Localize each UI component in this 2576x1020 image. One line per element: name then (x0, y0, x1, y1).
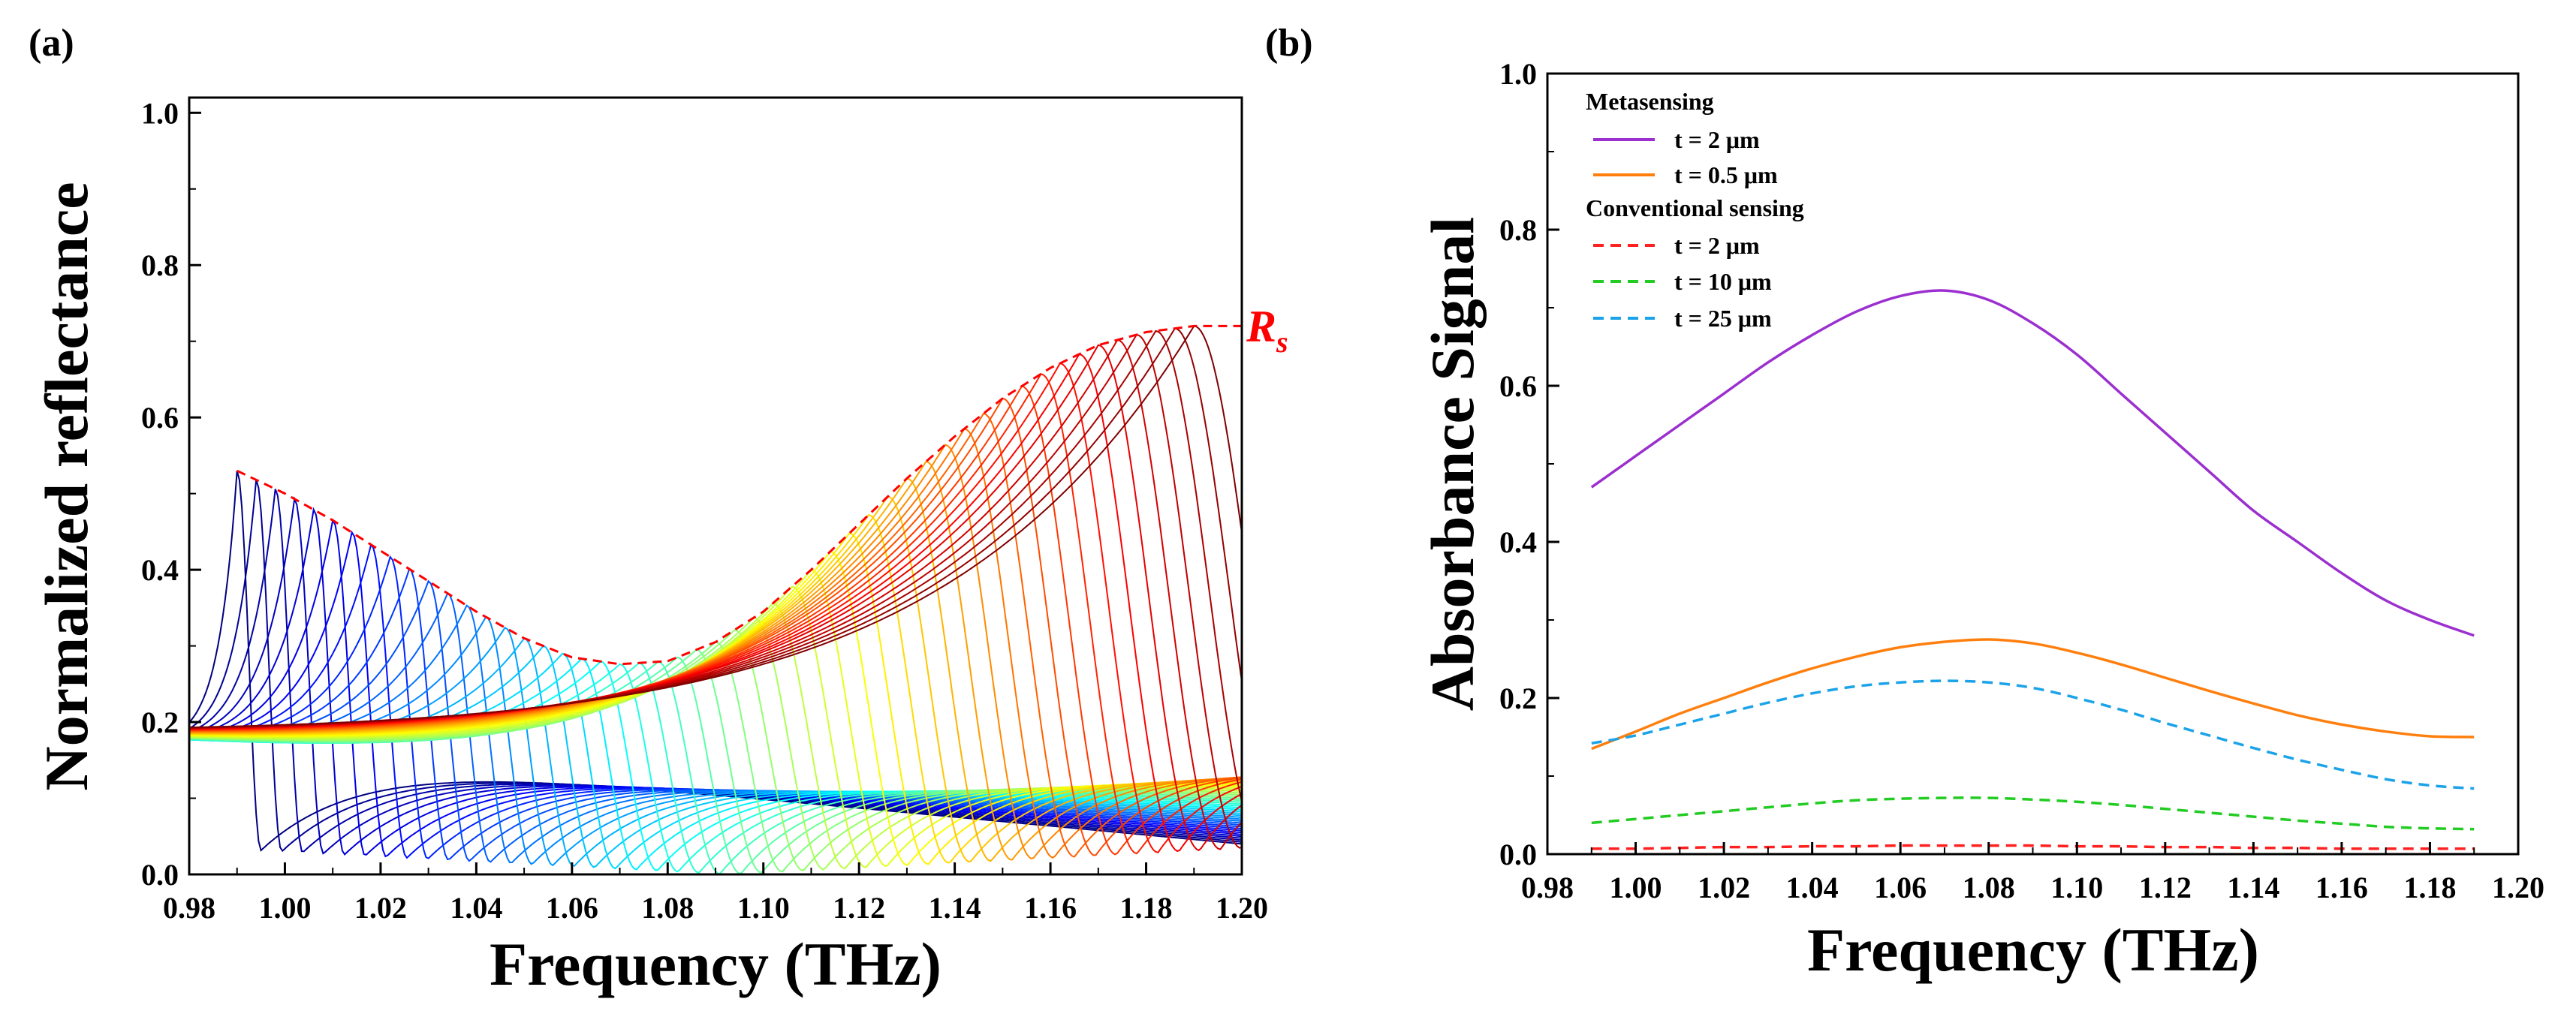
b-x-tick-label: 1.20 (2492, 871, 2544, 904)
a-y-tick-label: 0.2 (141, 706, 179, 739)
b-x-tick-label: 1.06 (1874, 871, 1927, 904)
b-x-tick-label: 1.14 (2227, 871, 2279, 904)
panel-a-label: (a) (29, 22, 74, 65)
a-resonance-curve (188, 604, 1243, 864)
a-y-tick-label: 0.6 (141, 401, 179, 435)
panel-b-label: (b) (1265, 22, 1313, 65)
b-series-conv-10um (1591, 796, 2475, 831)
a-y-axis-title: Normalized reflectance (32, 182, 101, 790)
a-x-tick-label: 1.04 (450, 891, 502, 925)
b-plot-frame (1546, 72, 2520, 856)
b-legend-label-conv-10um: t = 10 μm (1674, 268, 1772, 295)
a-y-tick-label: 1.0 (141, 96, 179, 130)
b-legend-group-conventional: Conventional sensing (1586, 194, 1804, 221)
a-plot-frame (188, 96, 1243, 876)
b-y-tick-label: 1.0 (1499, 57, 1537, 91)
a-x-tick-label: 1.14 (929, 891, 981, 925)
a-rs-annotation: Rs (1246, 302, 1288, 359)
a-resonance-curve (188, 373, 1243, 855)
a-axis-ticks: 0.98 1.00 1.02 1.04 1.06 1.08 1.10 1.12 1.14 1.16… (141, 96, 1268, 925)
b-series-conv-2um (1591, 844, 2475, 850)
a-resonance-curve (189, 344, 1243, 852)
b-x-tick-label: 1.18 (2403, 871, 2456, 904)
a-resonance-curves (188, 325, 1243, 875)
a-x-tick-label: 1.12 (833, 891, 885, 925)
a-y-tick-label: 0.4 (141, 553, 179, 587)
b-x-tick-label: 0.98 (1521, 871, 1574, 904)
a-rs-letter: R (1246, 302, 1276, 351)
b-y-axis-title: Absorbance Signal (1418, 217, 1487, 711)
a-x-tick-label: 1.02 (354, 891, 407, 925)
a-x-tick-label: 1.20 (1216, 891, 1268, 925)
b-legend: Metasensing t = 2 μm t = 0.5 μm Conventi… (1586, 88, 1804, 332)
b-x-axis-title: Frequency (THz) (1807, 916, 2259, 984)
b-legend-label-conv-25um: t = 25 μm (1674, 305, 1772, 332)
a-x-tick-label: 1.18 (1120, 891, 1173, 925)
a-resonance-curve (189, 568, 1243, 868)
b-x-tick-label: 1.16 (2315, 871, 2368, 904)
a-rs-subscript: s (1276, 325, 1288, 359)
b-legend-label-meta-0p5um: t = 0.5 μm (1674, 161, 1778, 188)
a-resonance-curve (189, 477, 1242, 862)
a-x-axis-title: Frequency (THz) (490, 930, 942, 998)
a-resonance-curve (189, 325, 1243, 729)
panel-a: (a) 0.98 1.00 1.02 1.04 1.06 1.08 1.10 1.12 1.14… (29, 22, 1288, 998)
a-y-tick-label: 0.0 (141, 858, 179, 892)
b-series-meta-2um (1590, 289, 2475, 637)
b-x-tick-label: 1.02 (1698, 871, 1750, 904)
a-resonance-curve (189, 333, 1243, 849)
a-x-tick-label: 1.06 (546, 891, 598, 925)
b-x-tick-label: 1.10 (2050, 871, 2103, 904)
a-x-tick-label: 0.98 (163, 891, 215, 925)
b-series-meta-0p5um (1591, 638, 2475, 751)
b-series-lines (1590, 289, 2475, 850)
b-y-tick-label: 0.6 (1499, 369, 1537, 403)
a-resonance-curve (189, 444, 1243, 860)
b-y-tick-label: 0.8 (1499, 213, 1537, 247)
b-legend-label-conv-2um: t = 2 μm (1674, 232, 1760, 259)
b-y-tick-label: 0.0 (1499, 838, 1537, 871)
panel-b: (b) 0.98 1.00 1.02 1.04 1.06 1.08 1.10 1.12 1.14… (1265, 22, 2544, 984)
b-x-tick-label: 1.00 (1610, 871, 1662, 904)
b-axis-ticks: 0.98 1.00 1.02 1.04 1.06 1.08 1.10 1.12 1.14 1.16… (1499, 57, 2544, 904)
b-legend-label-meta-2um: t = 2 μm (1674, 126, 1760, 153)
b-legend-group-metasensing: Metasensing (1586, 88, 1714, 115)
b-x-tick-label: 1.04 (1786, 871, 1839, 904)
a-resonance-curve (189, 412, 1243, 858)
a-rs-envelope (237, 324, 1242, 666)
b-y-tick-label: 0.4 (1499, 525, 1537, 559)
a-rs-label: Rs (1246, 302, 1288, 359)
a-x-tick-label: 1.16 (1024, 891, 1077, 925)
a-resonance-curve (188, 656, 1243, 875)
a-y-tick-label: 0.8 (141, 248, 179, 282)
a-resonance-curve (189, 428, 1243, 859)
b-y-tick-label: 0.2 (1499, 682, 1537, 715)
a-x-tick-label: 1.10 (737, 891, 790, 925)
b-x-tick-label: 1.12 (2139, 871, 2192, 904)
a-x-tick-label: 1.08 (641, 891, 694, 925)
b-x-tick-label: 1.08 (1963, 871, 2015, 904)
a-x-tick-label: 1.00 (258, 891, 311, 925)
